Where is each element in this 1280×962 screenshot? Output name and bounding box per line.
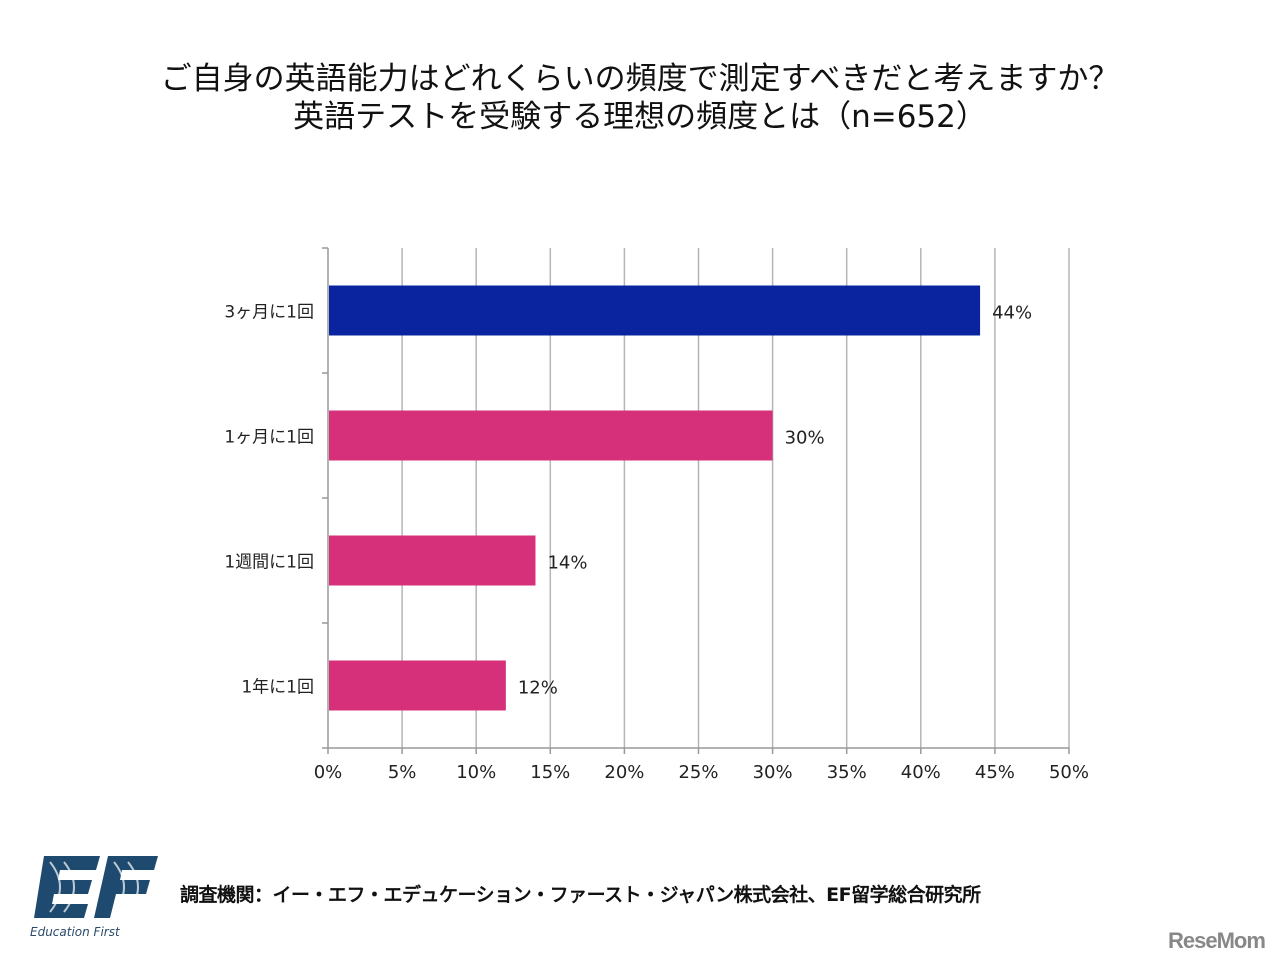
category-label: 1週間に1回 <box>224 553 314 573</box>
category-label: 3ヶ月に1回 <box>224 303 314 323</box>
data-label: 14% <box>547 553 587 574</box>
data-label: 30% <box>785 428 825 449</box>
x-tick-label: 15% <box>530 762 570 783</box>
x-tick-label: 10% <box>456 762 496 783</box>
x-tick-label: 25% <box>678 762 718 783</box>
x-tick-label: 35% <box>827 762 867 783</box>
chart-subtitle: 英語テストを受験する理想の頻度とは（n=652） <box>293 99 987 135</box>
logo-caption: Education First <box>30 925 120 939</box>
x-tick-label: 40% <box>901 762 941 783</box>
data-label: 12% <box>518 678 558 699</box>
source-note: 調査機関：イー・エフ・エデュケーション・ファースト・ジャパン株式会社、EF留学総… <box>180 884 981 906</box>
x-tick-label: 5% <box>388 762 417 783</box>
x-tick-label: 30% <box>753 762 793 783</box>
x-tick-label: 0% <box>314 762 343 783</box>
x-tick-label: 20% <box>604 762 644 783</box>
data-label: 44% <box>992 303 1032 324</box>
category-label: 1年に1回 <box>241 678 314 698</box>
chart-title: ご自身の英語能力はどれくらいの頻度で測定すべきだと考えますか？ <box>160 61 1120 97</box>
x-tick-label: 45% <box>975 762 1015 783</box>
bar <box>329 660 506 711</box>
ef-logo <box>34 856 158 918</box>
category-label: 1ヶ月に1回 <box>224 428 314 448</box>
x-tick-label: 50% <box>1049 762 1089 783</box>
bar <box>329 410 773 461</box>
bar <box>329 285 981 336</box>
resemom-watermark: ReseMom <box>1168 928 1266 953</box>
bar <box>329 535 536 586</box>
